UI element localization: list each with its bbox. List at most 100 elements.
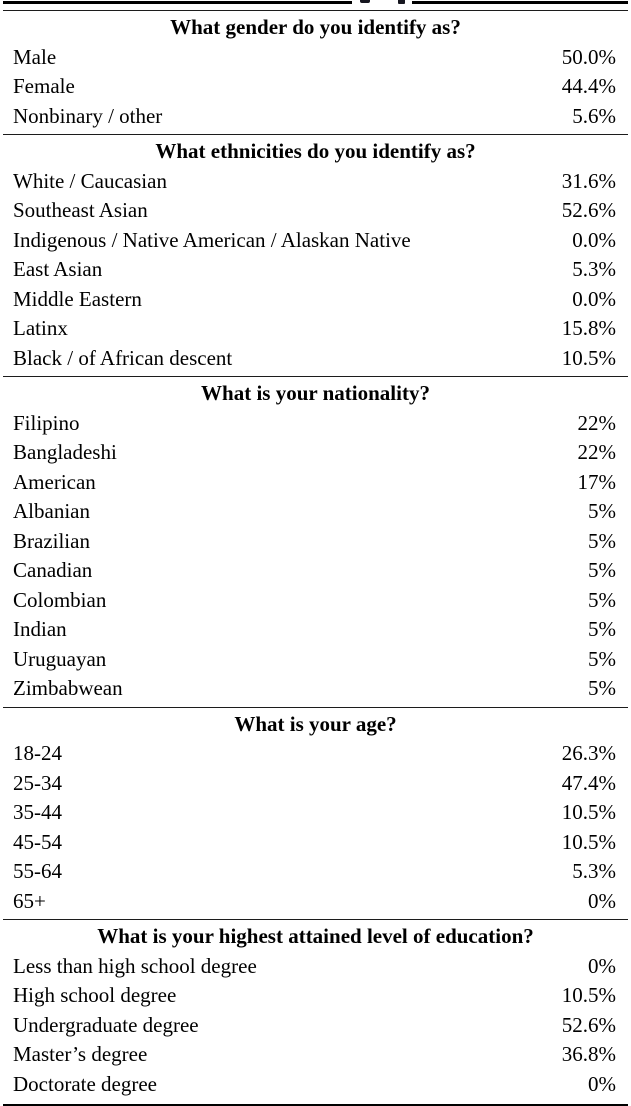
section-rows: 18-24 26.3% 25-34 47.4% 35-44 10.5% 45-5…	[3, 739, 628, 916]
table-row: Southeast Asian 52.6%	[3, 196, 628, 226]
row-value: 36.8%	[561, 1042, 616, 1066]
table-row: Uruguayan 5%	[3, 645, 628, 675]
row-label: Indigenous / Native American / Alaskan N…	[13, 227, 411, 252]
row-value: 5%	[588, 676, 616, 700]
row-label: Latinx	[13, 316, 68, 340]
row-label: Nonbinary / other	[13, 103, 163, 128]
row-value: 17%	[577, 469, 617, 494]
row-label: Doctorate degree	[13, 1071, 157, 1096]
table-row: Filipino 22%	[3, 409, 628, 439]
row-label: Master’s degree	[13, 1042, 148, 1066]
row-label: Less than high school degree	[13, 953, 257, 978]
top-rule-thick-left-segment	[3, 1, 352, 4]
table-row: 55-64 5.3%	[3, 857, 628, 887]
table-row: White / Caucasian 31.6%	[3, 167, 628, 197]
row-value: 0.0%	[572, 227, 616, 252]
row-value: 47.4%	[561, 770, 616, 795]
section-rows: Male 50.0% Female 44.4% Nonbinary / othe…	[3, 43, 628, 132]
question-section: What ethnicities do you identify as? Whi…	[3, 134, 628, 376]
top-rule-thick-right-segment	[412, 1, 628, 4]
table-row: Albanian 5%	[3, 497, 628, 527]
table-row: Less than high school degree 0%	[3, 952, 628, 982]
row-value: 0%	[588, 1071, 616, 1096]
row-label: Indian	[13, 617, 67, 641]
table-row: 65+ 0%	[3, 887, 628, 917]
row-label: Middle Eastern	[13, 286, 142, 311]
question-section: What is your highest attained level of e…	[3, 919, 628, 1102]
section-rows: White / Caucasian 31.6% Southeast Asian …	[3, 167, 628, 374]
row-value: 52.6%	[561, 198, 616, 222]
table-row: American 17%	[3, 468, 628, 498]
table-row: 25-34 47.4%	[3, 769, 628, 799]
row-value: 22%	[577, 440, 617, 464]
table-row: High school degree 10.5%	[3, 981, 628, 1011]
row-value: 5.6%	[572, 103, 616, 128]
table-row: Male 50.0%	[3, 43, 628, 73]
table-bottom-rule-area	[3, 1104, 628, 1106]
row-value: 10.5%	[561, 983, 616, 1007]
table-row: Nonbinary / other 5.6%	[3, 102, 628, 132]
question-section: What is your nationality? Filipino 22% B…	[3, 376, 628, 707]
table-row: 45-54 10.5%	[3, 828, 628, 858]
row-value: 5%	[588, 558, 616, 582]
row-value: 52.6%	[561, 1012, 616, 1037]
table-top-rule-area	[3, 0, 628, 11]
row-value: 31.6%	[561, 168, 616, 193]
row-label: Southeast Asian	[13, 198, 148, 222]
row-value: 0%	[588, 888, 616, 913]
section-question-header: What is your nationality?	[201, 381, 430, 405]
row-label: Male	[13, 44, 57, 69]
table-row: 35-44 10.5%	[3, 798, 628, 828]
row-label: 45-54	[13, 829, 62, 854]
row-value: 26.3%	[561, 741, 616, 765]
section-question-header: What gender do you identify as?	[170, 15, 461, 39]
row-label: American	[13, 469, 96, 494]
question-section: What is your age? 18-24 26.3% 25-34 47.4…	[3, 706, 628, 920]
table-row: Latinx 15.8%	[3, 314, 628, 344]
row-value: 5%	[588, 646, 616, 671]
row-value: 5%	[588, 587, 616, 612]
row-label: Zimbabwean	[13, 676, 123, 700]
section-question-header: What ethnicities do you identify as?	[155, 139, 476, 163]
row-value: 5%	[588, 528, 616, 553]
table-row: East Asian 5.3%	[3, 255, 628, 285]
row-value: 5%	[588, 499, 616, 523]
table-row: Indian 5%	[3, 615, 628, 645]
row-label: Colombian	[13, 587, 107, 612]
row-label: 25-34	[13, 770, 62, 795]
table-row: Middle Eastern 0.0%	[3, 285, 628, 315]
table-row: Zimbabwean 5%	[3, 674, 628, 704]
table-row: Female 44.4%	[3, 72, 628, 102]
row-value: 0%	[588, 953, 616, 978]
table-body: What gender do you identify as? Male 50.…	[0, 11, 631, 1102]
section-rows: Filipino 22% Bangladeshi 22% American 17…	[3, 409, 628, 704]
row-label: 65+	[13, 888, 46, 913]
row-label: Female	[13, 74, 75, 98]
table-row: Black / of African descent 10.5%	[3, 344, 628, 374]
question-section: What gender do you identify as? Male 50.…	[3, 11, 628, 134]
row-label: Albanian	[13, 499, 90, 523]
table-row: Doctorate degree 0%	[3, 1070, 628, 1100]
table-row: Indigenous / Native American / Alaskan N…	[3, 226, 628, 256]
row-label: 55-64	[13, 859, 62, 883]
row-label: High school degree	[13, 983, 177, 1007]
table-row: 18-24 26.3%	[3, 739, 628, 769]
table-row: Bangladeshi 22%	[3, 438, 628, 468]
row-value: 44.4%	[561, 74, 616, 98]
row-label: Uruguayan	[13, 646, 107, 671]
row-label: 35-44	[13, 800, 62, 824]
row-label: Filipino	[13, 410, 80, 435]
table-row: Master’s degree 36.8%	[3, 1040, 628, 1070]
cropped-caption-text-fragment	[360, 0, 370, 3]
row-value: 15.8%	[561, 316, 616, 340]
row-value: 0.0%	[572, 286, 616, 311]
table-row: Colombian 5%	[3, 586, 628, 616]
row-label: Black / of African descent	[13, 345, 233, 370]
cropped-caption-text-fragment	[398, 0, 405, 4]
section-question-header: What is your highest attained level of e…	[97, 924, 534, 948]
table-row: Undergraduate degree 52.6%	[3, 1011, 628, 1041]
section-question-header: What is your age?	[234, 711, 397, 736]
row-value: 5.3%	[572, 257, 616, 281]
row-label: Brazilian	[13, 528, 90, 553]
